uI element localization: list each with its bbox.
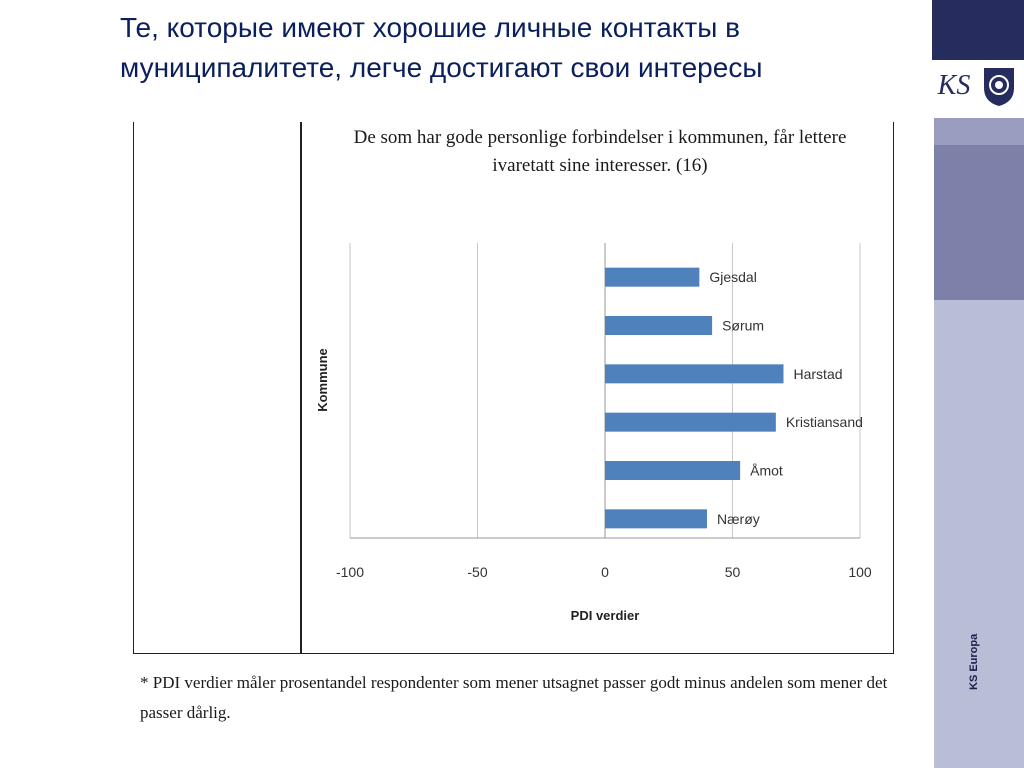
bar-4 [605,412,776,432]
x-tick-label: 50 [725,564,741,580]
x-tick-label: -50 [467,564,487,580]
grid-lines [349,243,861,539]
category-label: Kristiansand [786,414,863,430]
category-label: Gjesdal [709,269,756,285]
x-tick-labels: -100 -50 0 50 100 [336,564,872,580]
x-tick-label: 0 [601,564,609,580]
category-label: Harstad [794,366,843,382]
x-tick-label: 100 [848,564,872,580]
bar-1 [605,267,700,287]
chart-frame-divider [300,122,302,654]
bar-3 [605,364,784,384]
chart-frame [133,122,894,654]
category-labels: Gjesdal Sørum Harstad Kristiansand Åmot Nærøy [709,269,863,527]
chart-title: De som har gode personlige forbindelser … [353,127,847,176]
ks-logo: KS [937,70,971,101]
side-band-gap [934,118,1024,145]
bars [605,267,784,529]
category-label: Sørum [722,318,764,334]
category-label: Nærøy [717,511,760,527]
x-axis-title: PDI verdier [571,608,640,623]
footnote: * PDI verdier måler prosentandel respond… [140,673,888,722]
category-label: Åmot [750,463,783,479]
bar-6 [605,509,707,529]
x-tick-label: -100 [336,564,364,580]
y-axis-title: Kommune [315,348,330,412]
slide-title: Те, которые имеют хорошие личные контакт… [120,12,763,83]
bar-5 [605,461,741,480]
bar-2 [605,316,713,335]
side-band-top [932,0,1024,60]
ks-emblem-icon [984,68,1014,106]
side-band-middle [934,145,1024,300]
side-band-bottom [934,300,1024,768]
